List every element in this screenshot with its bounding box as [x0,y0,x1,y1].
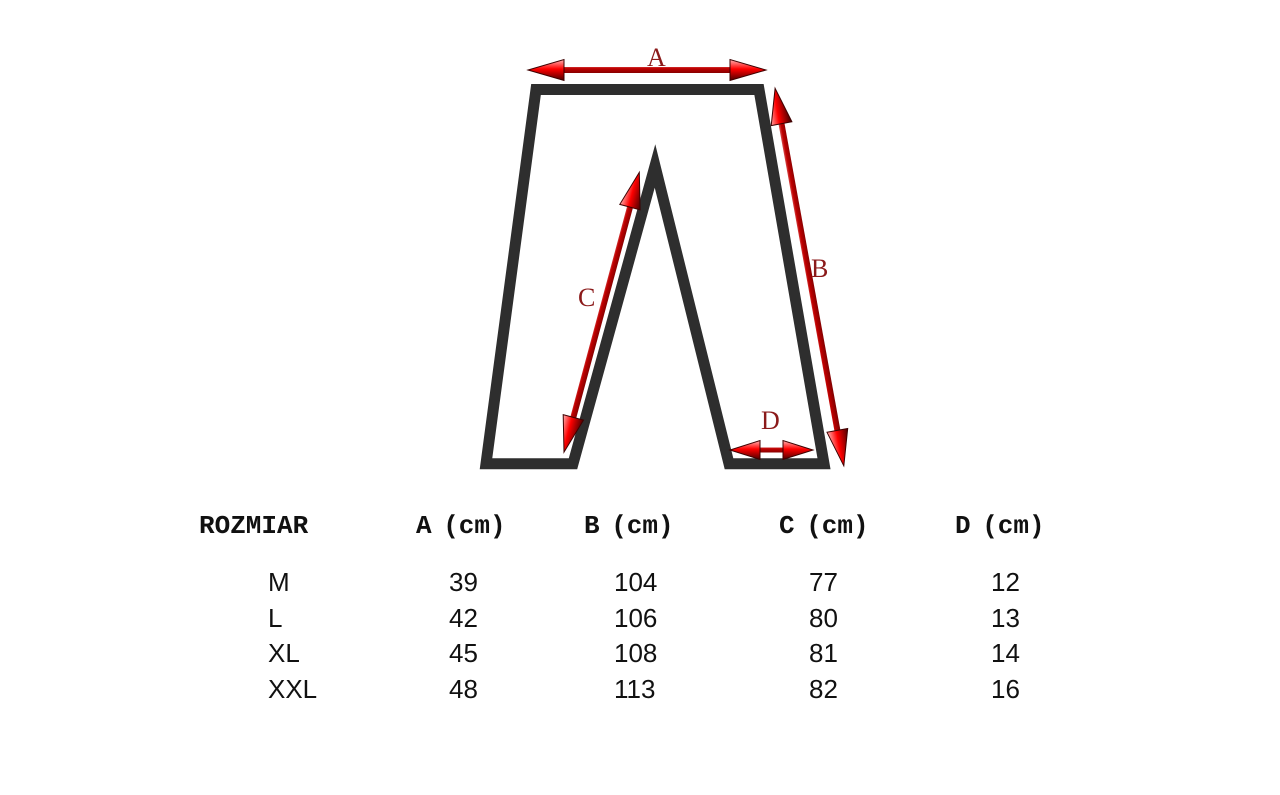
svg-text:D: D [761,406,780,435]
svg-text:B: B [811,254,828,283]
svg-text:C: C [578,283,595,312]
svg-text:A: A [647,43,666,72]
